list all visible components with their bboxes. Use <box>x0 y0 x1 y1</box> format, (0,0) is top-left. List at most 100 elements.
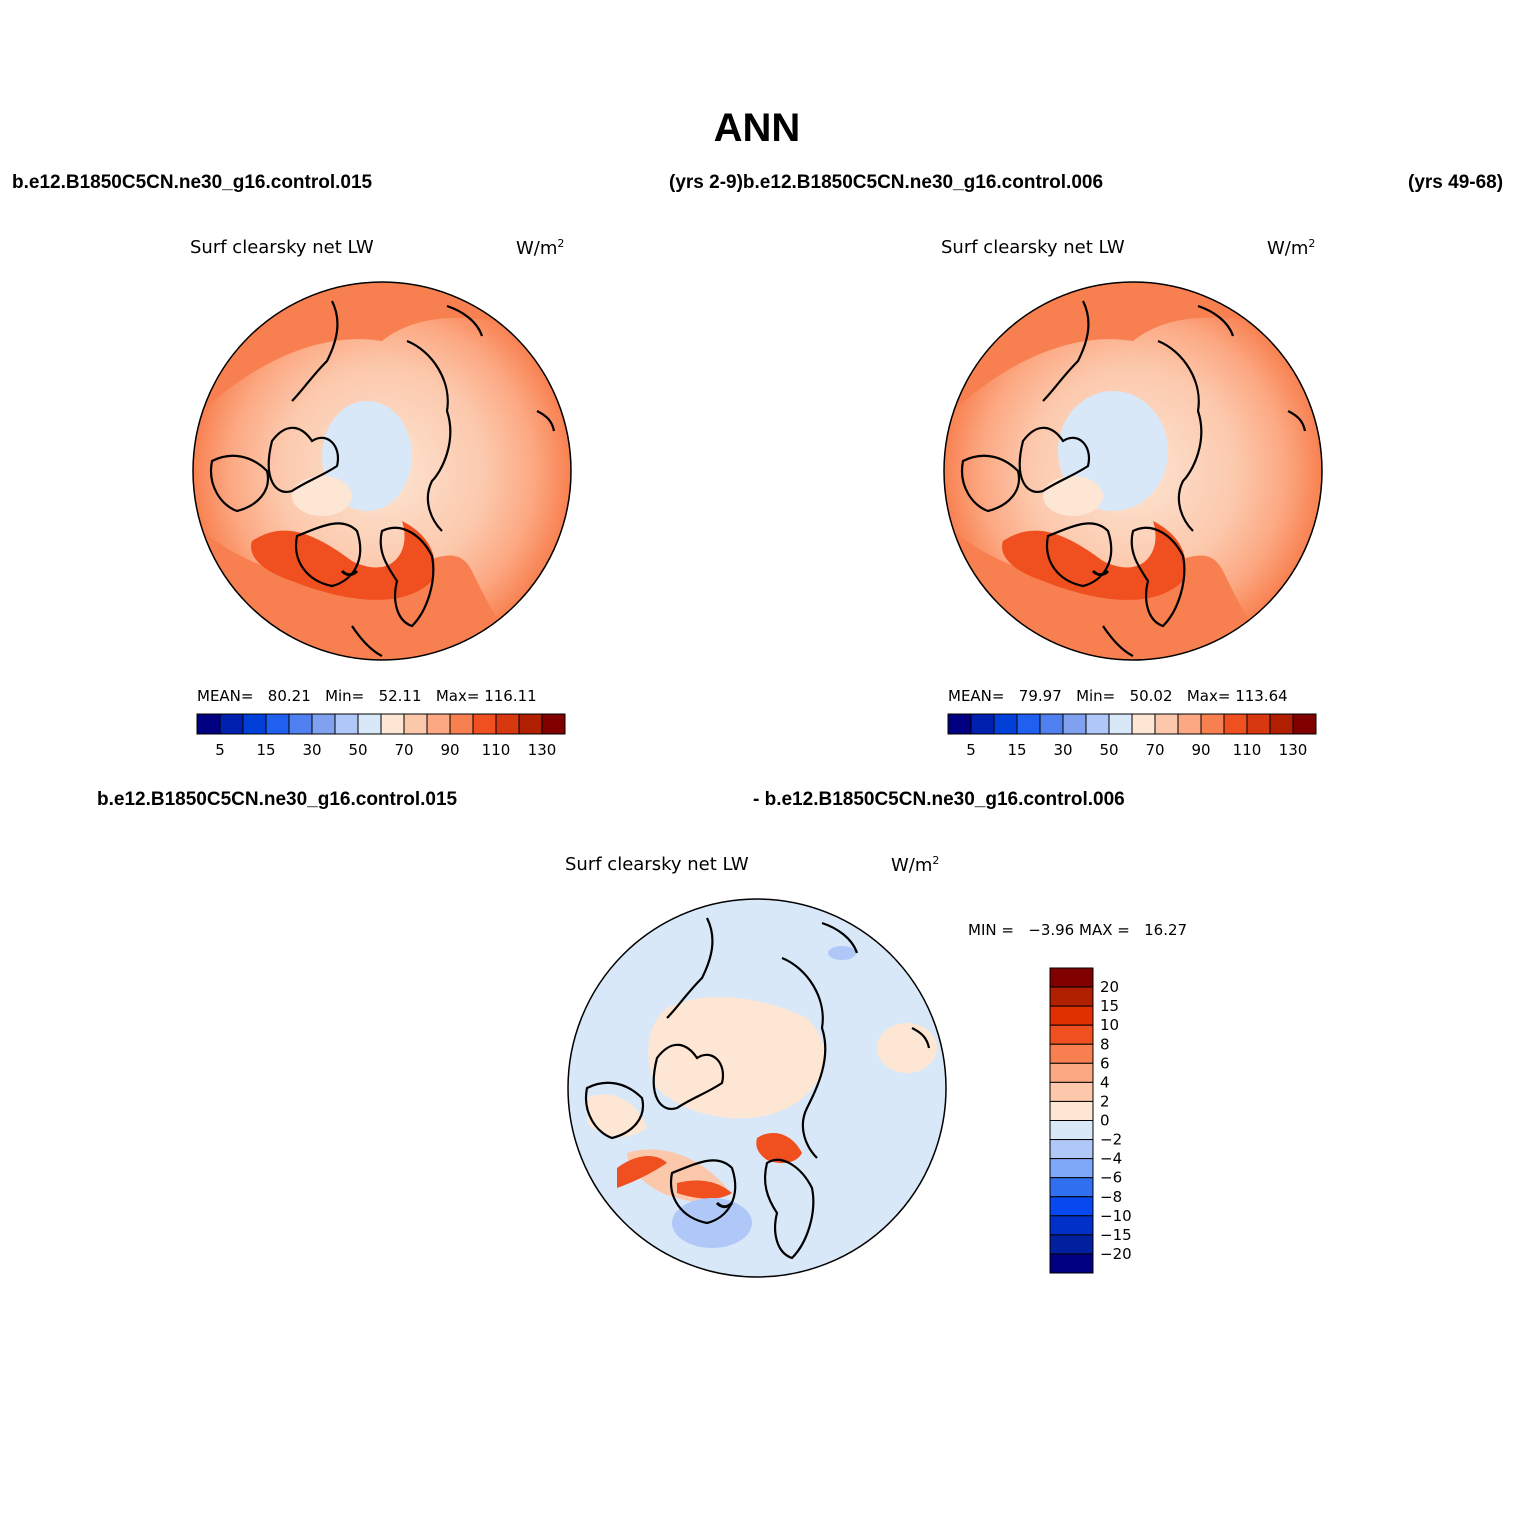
colorbar-case1-swatch <box>265 713 290 735</box>
coastlines <box>209 300 556 657</box>
colorbar-case2-tick-label: 30 <box>1053 741 1072 759</box>
colorbar-case1-swatch <box>449 713 474 735</box>
diff-case-label-left: b.e12.B1850C5CN.ne30_g16.control.015 <box>97 789 458 810</box>
polar-map-difference <box>567 898 947 1278</box>
colorbar-case1-swatch <box>242 713 267 735</box>
colorbar-case1-swatch <box>403 713 428 735</box>
colorbar-difference-swatch <box>1049 1196 1094 1217</box>
colorbar-case2-tick-label: 70 <box>1145 741 1164 759</box>
colorbar-difference-tick-label: 20 <box>1100 978 1119 996</box>
colorbar-difference-tick-label: −20 <box>1100 1245 1132 1263</box>
colorbar-difference-tick-label: −15 <box>1100 1226 1132 1244</box>
colorbar-case1: 5 15 30 50 70 90 110 130 <box>196 713 566 759</box>
colorbar-case2-swatch <box>947 713 972 735</box>
colorbar-difference-swatch <box>1049 1062 1094 1083</box>
warm-band-north <box>193 282 571 421</box>
colorbar-difference-swatch <box>1049 1005 1094 1026</box>
colorbar-case2-tick-label: 15 <box>1007 741 1026 759</box>
colorbar-case2-swatch <box>1108 713 1133 735</box>
colorbar-difference-tick-label: −4 <box>1100 1150 1122 1168</box>
colorbar-case2-swatch <box>1154 713 1179 735</box>
negative-anomaly-atlantic <box>672 1198 752 1248</box>
years-label-right: (yrs 49-68) <box>1408 172 1504 193</box>
colorbar-difference-swatch <box>1049 1158 1094 1179</box>
colorbar-difference-tick-label: −6 <box>1100 1169 1122 1187</box>
colorbar-case1-tick-label: 50 <box>348 741 367 759</box>
positive-anomaly-barents <box>756 1133 802 1164</box>
colorbar-case2-swatch <box>1269 713 1294 735</box>
colorbar-case1-swatch <box>495 713 520 735</box>
positive-anomaly-arctic <box>648 997 825 1119</box>
colorbar-case2-swatch <box>1016 713 1041 735</box>
colorbar-case1-swatch <box>541 713 566 735</box>
colorbar-difference-swatch <box>1049 986 1094 1007</box>
colorbar-difference-tick-label: 10 <box>1100 1016 1119 1034</box>
colorbar-difference-swatch <box>1049 1024 1094 1045</box>
colorbar-difference-tick-label: 2 <box>1100 1092 1110 1110</box>
colorbar-difference-swatch <box>1049 1100 1094 1121</box>
colorbar-case2-tick-label: 130 <box>1279 741 1308 759</box>
colorbar-case2-swatch <box>1223 713 1248 735</box>
colorbar-case2-swatch <box>1292 713 1317 735</box>
positive-anomaly-labrador <box>617 1156 667 1188</box>
colorbar-difference-tick-label: 4 <box>1100 1073 1110 1091</box>
panel1-stats: MEAN= 80.21 Min= 52.11 Max= 116.11 <box>197 687 537 705</box>
colorbar-case1-swatch <box>334 713 359 735</box>
panel3-units: W/m2 <box>891 854 940 876</box>
colorbar-difference-tick-label: 15 <box>1100 997 1119 1015</box>
colorbar-difference-tick-label: −8 <box>1100 1188 1122 1206</box>
colorbar-case1-tick-label: 90 <box>440 741 459 759</box>
colorbar-difference-tick-label: 0 <box>1100 1112 1110 1130</box>
colorbar-case2-swatch <box>1200 713 1225 735</box>
colorbar-case1-tick-label: 5 <box>215 741 225 759</box>
map-boundary <box>192 281 572 661</box>
colorbar-difference-tick-label: 8 <box>1100 1035 1110 1053</box>
colorbar-difference-swatch <box>1049 1253 1094 1274</box>
panel2-units: W/m2 <box>1267 237 1316 259</box>
case-label-middle: (yrs 2-9)b.e12.B1850C5CN.ne30_g16.contro… <box>669 172 1104 193</box>
colorbar-difference-swatch <box>1049 1177 1094 1198</box>
colorbar-case1-swatch <box>311 713 336 735</box>
panel2-stats: MEAN= 79.97 Min= 50.02 Max= 113.64 <box>948 687 1288 705</box>
colorbar-case1-tick-label: 70 <box>394 741 413 759</box>
colorbar-difference-swatch <box>1049 1043 1094 1064</box>
colorbar-case2-tick-label: 90 <box>1191 741 1210 759</box>
colorbar-difference-swatch <box>1049 967 1094 988</box>
colorbar-case2-tick-label: 5 <box>966 741 976 759</box>
colorbar-difference-tick-label: −2 <box>1100 1131 1122 1149</box>
colorbar-case1-tick-label: 110 <box>482 741 511 759</box>
case-label-left: b.e12.B1850C5CN.ne30_g16.control.015 <box>12 172 373 193</box>
colorbar-case1-swatch <box>288 713 313 735</box>
panel1-variable: Surf clearsky net LW <box>190 237 374 258</box>
colorbar-case2-swatch <box>993 713 1018 735</box>
colorbar-case2: 5 15 30 50 70 90 110 130 <box>947 713 1317 759</box>
figure-title: ANN <box>713 106 801 150</box>
colorbar-difference-swatch <box>1049 1120 1094 1141</box>
colorbar-difference-swatch <box>1049 1081 1094 1102</box>
colorbar-difference-tick-label: 6 <box>1100 1054 1110 1072</box>
colorbar-case1-swatch <box>426 713 451 735</box>
colorbar-case2-swatch <box>1062 713 1087 735</box>
colorbar-case1-swatch <box>472 713 497 735</box>
colorbar-case1-tick-label: 130 <box>528 741 557 759</box>
colorbar-case2-swatch <box>1039 713 1064 735</box>
colorbar-case2-swatch <box>1177 713 1202 735</box>
polar-map-case1 <box>192 281 572 661</box>
colorbar-case2-swatch <box>970 713 995 735</box>
polar-map-case2 <box>943 281 1323 661</box>
colorbar-case1-swatch <box>219 713 244 735</box>
colorbar-case2-swatch <box>1131 713 1156 735</box>
diff-case-label-right: - b.e12.B1850C5CN.ne30_g16.control.006 <box>753 789 1125 810</box>
panel2-variable: Surf clearsky net LW <box>941 237 1125 258</box>
colorbar-case2-swatch <box>1085 713 1110 735</box>
colorbar-difference-tick-label: −10 <box>1100 1207 1132 1225</box>
panel3-stats: MIN = −3.96 MAX = 16.27 <box>968 921 1188 939</box>
colorbar-difference-swatch <box>1049 1234 1094 1255</box>
colorbar-case1-tick-label: 15 <box>256 741 275 759</box>
colorbar-case2-tick-label: 110 <box>1233 741 1262 759</box>
colorbar-case1-swatch <box>518 713 543 735</box>
colorbar-case1-swatch <box>196 713 221 735</box>
colorbar-case1-swatch <box>357 713 382 735</box>
colorbar-difference-swatch <box>1049 1215 1094 1236</box>
